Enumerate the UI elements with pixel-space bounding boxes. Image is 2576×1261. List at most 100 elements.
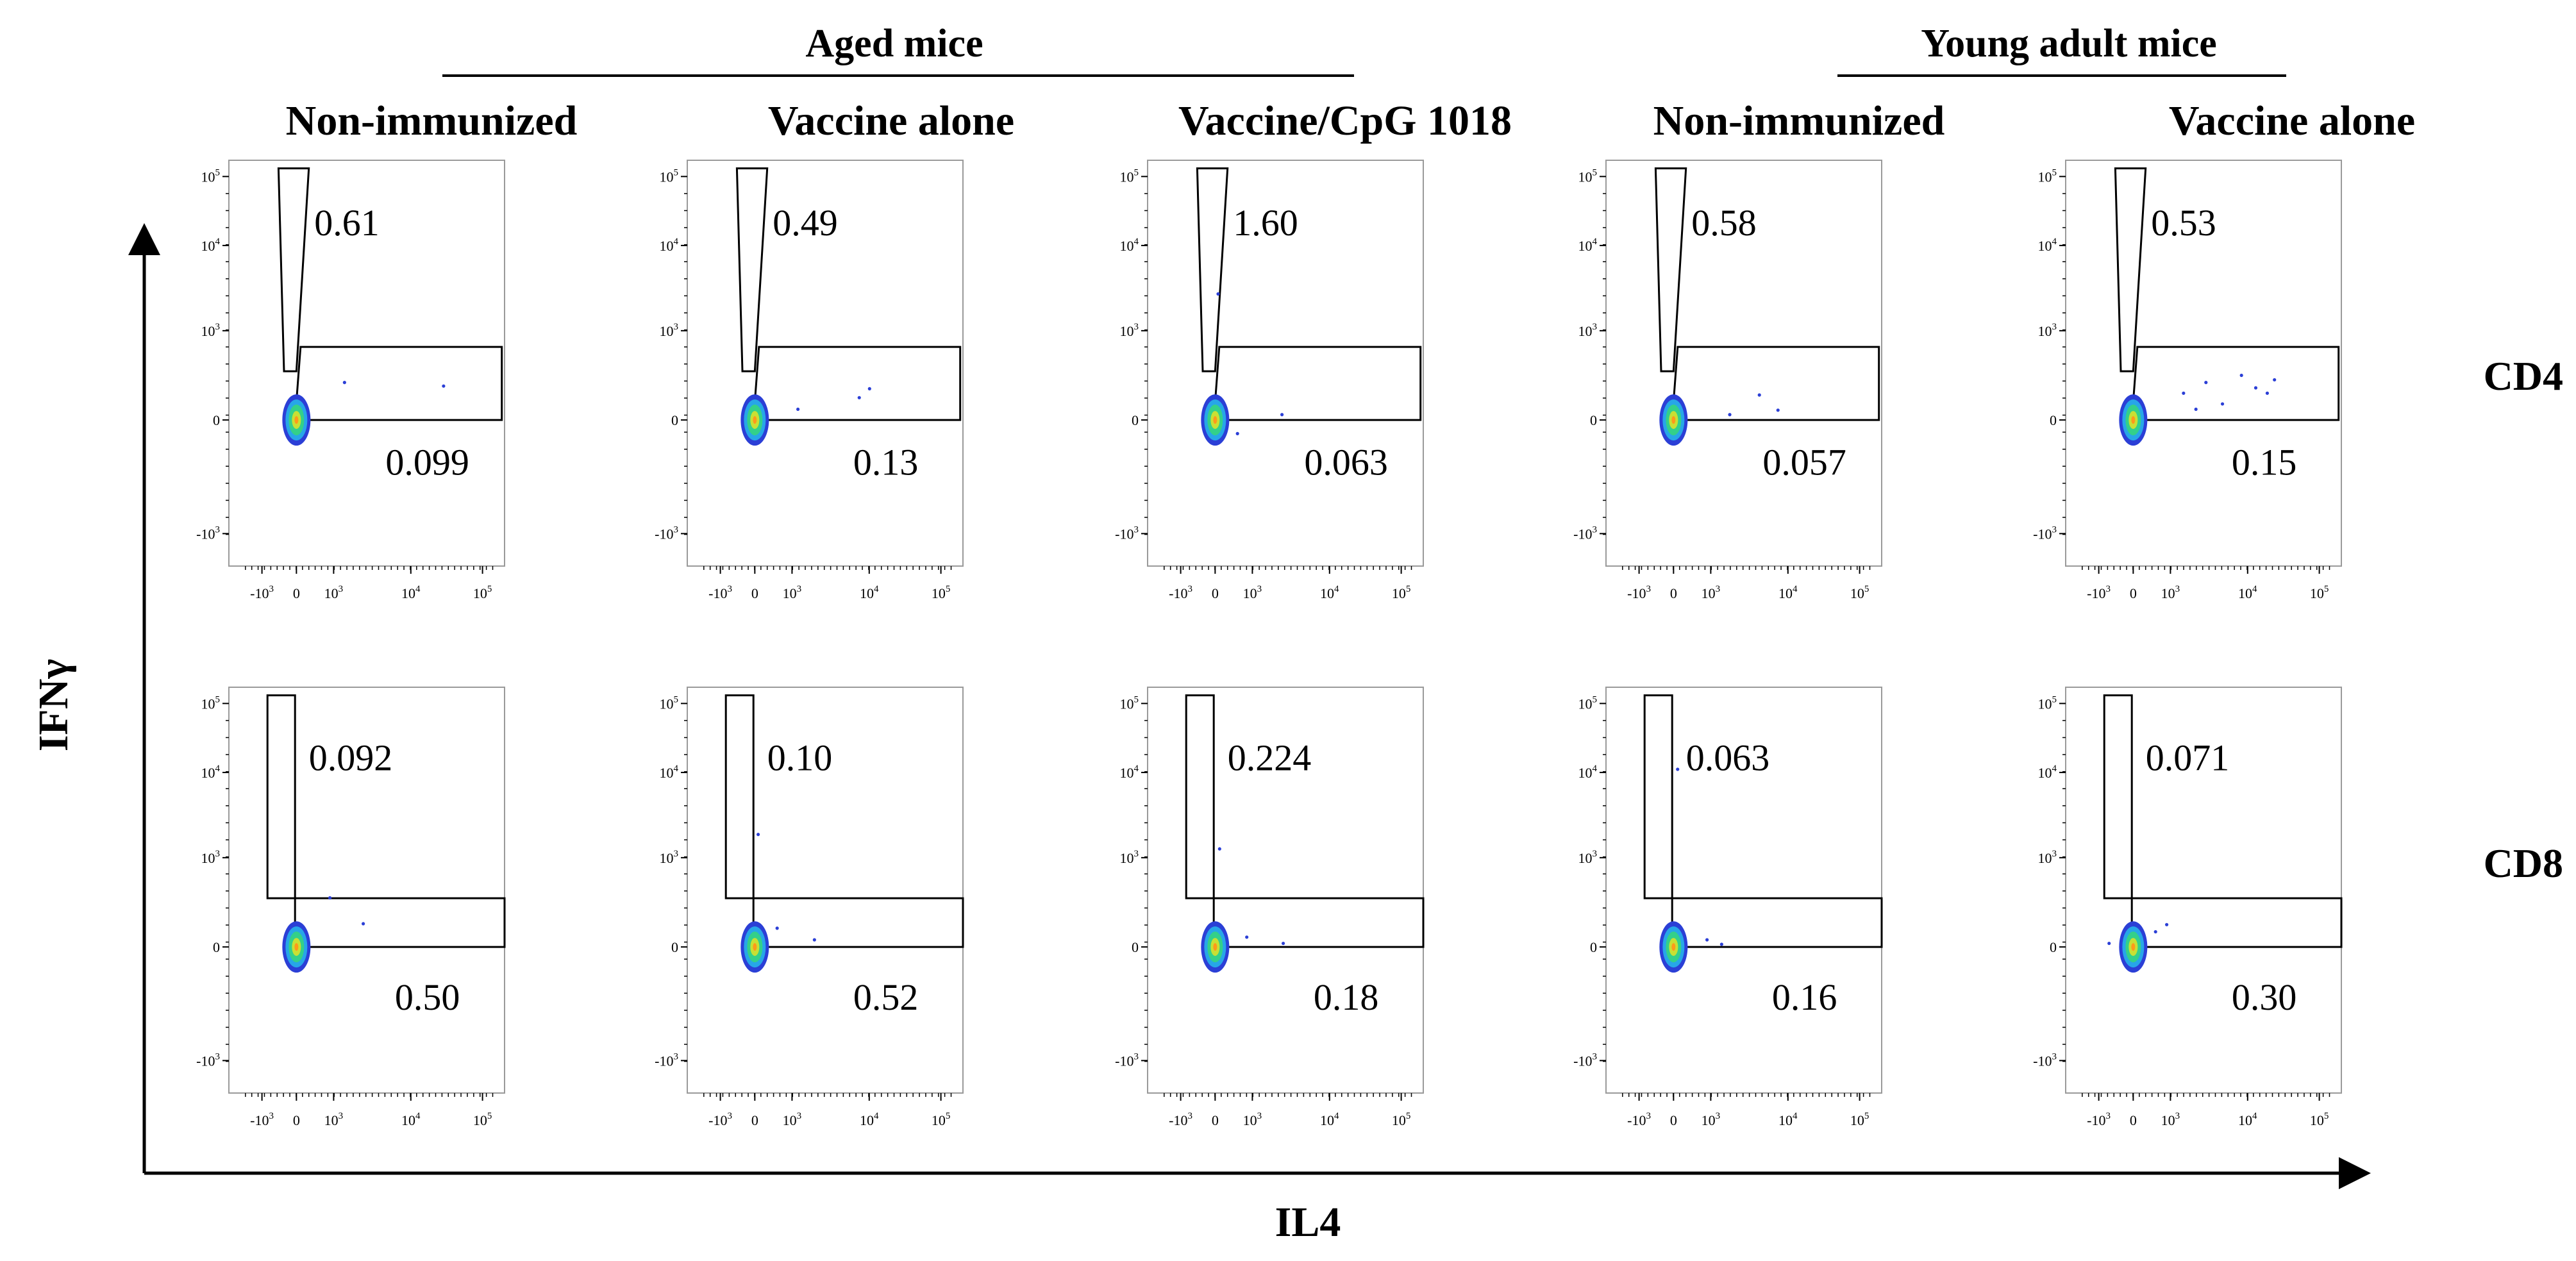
x-tick-label: 104	[1778, 584, 1798, 601]
event-dot	[1757, 393, 1761, 397]
x-tick-label: 0	[1212, 1112, 1219, 1128]
y-tick-label: 0	[671, 939, 678, 955]
event-dot	[2204, 381, 2208, 385]
x-tick-label: 103	[324, 1111, 344, 1128]
il4-gate-percent: 0.057	[1762, 441, 1846, 483]
event-dot	[2265, 391, 2270, 395]
ifng-gate	[735, 167, 769, 372]
event-dot	[775, 926, 779, 930]
x-tick-label: 103	[2161, 584, 2180, 601]
event-dot	[1217, 847, 1221, 851]
y-tick-label: 103	[2038, 849, 2057, 866]
panel-cd4-3: 0.58 0.057 105 104 103 0 -103 -103 0 103 104 105	[1573, 160, 1882, 601]
column-label-aged-non-immunized: Non-immunized	[286, 97, 578, 144]
y-tick-label: 103	[2038, 322, 2057, 339]
x-tick-label: 104	[860, 1111, 879, 1128]
y-tick-label: 0	[1590, 939, 1597, 955]
group-label-aged: Aged mice	[805, 22, 983, 65]
x-tick-label: -103	[1169, 584, 1192, 601]
event-dot	[1719, 942, 1723, 946]
ifng-gate-percent: 0.092	[309, 737, 393, 779]
ifng-gate	[1654, 167, 1687, 372]
event-dot	[857, 396, 861, 399]
y-tick-label: 104	[660, 764, 679, 781]
x-tick-label: 0	[293, 1112, 300, 1128]
x-tick-label: 105	[1850, 584, 1869, 601]
event-dot	[1280, 413, 1284, 417]
event-dot	[1676, 767, 1680, 771]
y-tick-label: 0	[2050, 412, 2057, 428]
panel-cd8-1: 0.10 0.52 105 104 103 0 -103 -103 0 103 104 105	[655, 687, 964, 1128]
il4-gate-percent: 0.13	[853, 441, 919, 483]
panel-frame	[1605, 160, 1882, 567]
x-tick-label: 103	[324, 584, 344, 601]
ifng-gate	[1196, 167, 1229, 372]
panel-cd8-2: 0.224 0.18 105 104 103 0 -103 -103 0 103 104 105	[1115, 687, 1425, 1128]
x-tick-label: 103	[783, 1111, 802, 1128]
x-tick-label: 103	[2161, 1111, 2180, 1128]
ifng-gate-percent: 0.224	[1228, 737, 1312, 779]
il4-gate-percent: 0.15	[2232, 441, 2297, 483]
x-tick-label: 0	[293, 585, 300, 601]
population-density-4	[2131, 943, 2136, 951]
x-axis-title: IL4	[1275, 1199, 1341, 1246]
y-tick-label: 0	[671, 412, 678, 428]
x-tick-label: 0	[751, 585, 758, 601]
y-tick-label: -103	[1573, 1051, 1597, 1069]
x-tick-label: 105	[473, 584, 492, 601]
event-dot	[1728, 413, 1732, 417]
row-label-cd8: CD8	[2484, 840, 2563, 886]
x-tick-label: 0	[1670, 1112, 1677, 1128]
x-tick-label: 104	[2238, 1111, 2257, 1128]
population-density-4	[294, 416, 299, 424]
y-tick-label: 0	[1132, 412, 1139, 428]
il4-gate-percent: 0.16	[1772, 976, 1837, 1018]
y-tick-label: 105	[660, 167, 679, 185]
event-dot	[342, 381, 346, 385]
x-tick-label: 104	[2238, 584, 2257, 601]
ifng-gate-percent: 0.53	[2151, 202, 2216, 244]
x-tick-label: -103	[1627, 1111, 1651, 1128]
panel-frame	[687, 687, 964, 1094]
ifng-gate	[277, 167, 310, 372]
x-tick-label: -103	[708, 584, 732, 601]
event-dot	[812, 938, 816, 942]
y-tick-label: 104	[2038, 237, 2057, 254]
population-density-4	[294, 943, 299, 951]
panel-frame	[1147, 687, 1424, 1094]
y-tick-label: 0	[1590, 412, 1597, 428]
event-dot	[362, 922, 365, 926]
x-tick-label: 0	[1212, 585, 1219, 601]
population-density-4	[753, 943, 757, 951]
panel-cd8-4: 0.071 0.30 105 104 103 0 -103 -103 0 103 104 105	[2033, 687, 2343, 1128]
y-tick-label: 0	[1132, 939, 1139, 955]
event-dot	[1245, 935, 1249, 939]
y-tick-label: 104	[660, 237, 679, 254]
event-dot	[1281, 941, 1285, 946]
y-tick-label: 104	[201, 764, 221, 781]
ifng-gate-percent: 0.071	[2146, 737, 2230, 779]
y-tick-label: -103	[1115, 1051, 1139, 1069]
y-tick-label: 103	[201, 849, 221, 866]
group-label-young: Young adult mice	[1921, 22, 2217, 65]
y-tick-label: 0	[213, 412, 220, 428]
panel-frame	[687, 160, 964, 567]
y-tick-label: 0	[213, 939, 220, 955]
x-tick-label: -103	[250, 584, 274, 601]
il4-gate-percent: 0.52	[853, 976, 919, 1018]
event-dot	[2220, 402, 2225, 406]
row-label-cd4: CD4	[2484, 353, 2563, 399]
panel-frame	[1147, 160, 1424, 567]
y-tick-label: 103	[1120, 322, 1139, 339]
il4-gate-percent: 0.099	[385, 441, 469, 483]
panel-cd8-0: 0.092 0.50 105 104 103 0 -103 -103 0 103 104 105	[196, 687, 506, 1128]
y-tick-label: -103	[1573, 524, 1597, 542]
x-tick-label: 104	[401, 1111, 421, 1128]
panel-frame	[228, 160, 505, 567]
population-density-4	[2131, 416, 2136, 424]
y-tick-label: 104	[1578, 764, 1598, 781]
y-tick-label: 105	[2038, 694, 2057, 712]
y-tick-label: 103	[201, 322, 221, 339]
